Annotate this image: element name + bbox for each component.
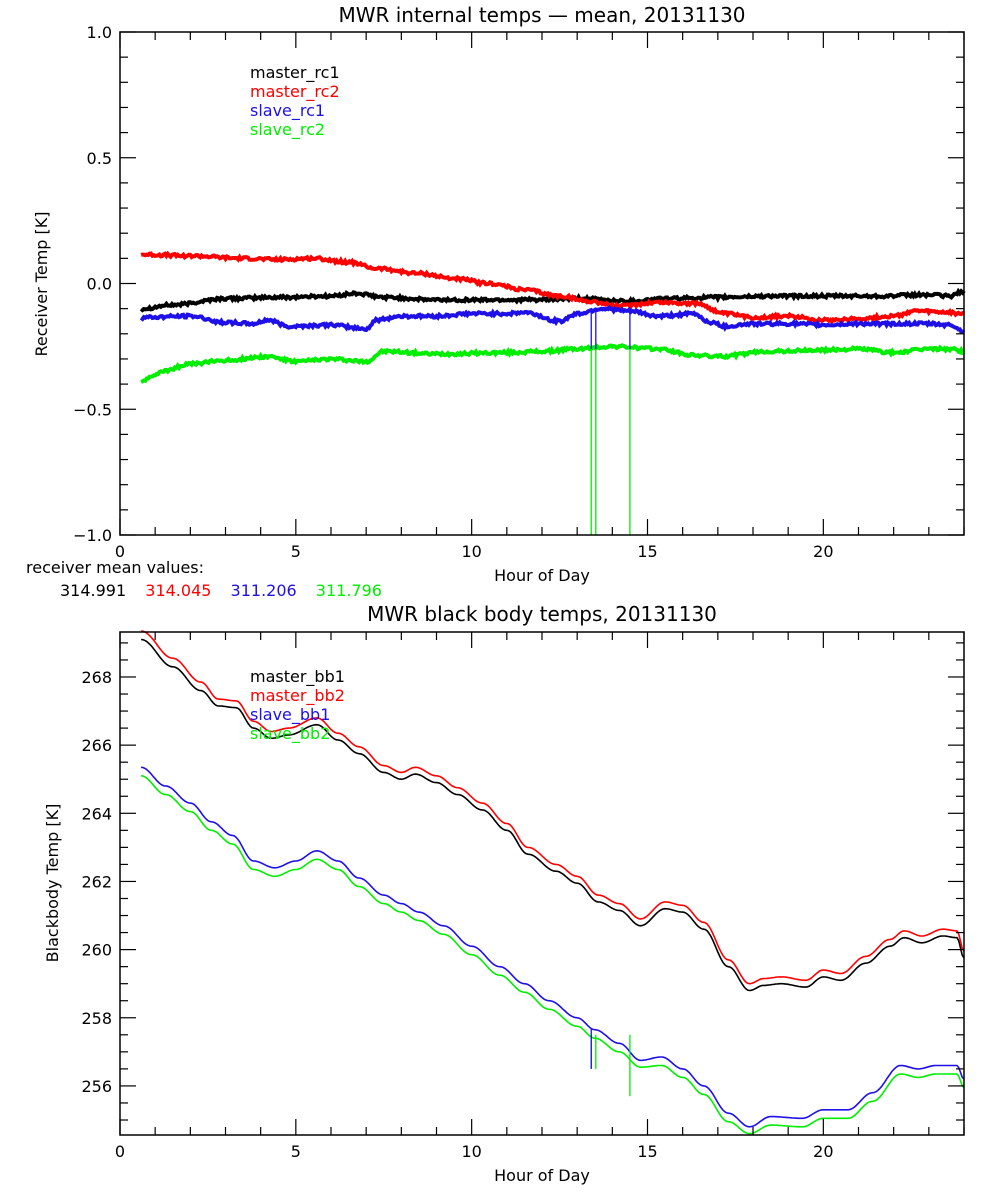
top-y-tick-label: −0.5	[73, 400, 112, 419]
top-x-tick-label: 5	[291, 542, 301, 561]
series-line-master-rc1	[139, 287, 966, 313]
bottom-x-tick-label: 20	[813, 1142, 833, 1161]
legend-entry-slave-rc2: slave_rc2	[250, 120, 325, 140]
top-y-tick-label: 0.0	[87, 275, 112, 294]
series-line-slave-rc2	[140, 343, 965, 384]
mean-value-slave-rc2: 311.796	[316, 581, 382, 600]
top-y-tick-label: −1.0	[73, 526, 112, 545]
legend-entry-master-bb2: master_bb2	[250, 686, 345, 706]
legend-entry-master-rc2: master_rc2	[250, 82, 340, 102]
top-y-tick-label: 0.5	[87, 149, 112, 168]
top-y-axis-label: Receiver Temp [K]	[32, 211, 51, 356]
series-line-slave-bb2	[141, 775, 965, 1135]
internal-temps-plot: MWR internal temps — mean, 20131130 Rece…	[32, 3, 966, 585]
series-line-slave-rc1	[139, 304, 966, 335]
bottom-x-tick-label: 0	[115, 1142, 125, 1161]
mean-value-slave-rc1: 311.206	[231, 581, 297, 600]
bottom-x-tick-label: 10	[461, 1142, 481, 1161]
bottom-x-axis-label: Hour of Day	[494, 1166, 590, 1185]
receiver-mean-label: receiver mean values:	[26, 558, 204, 577]
legend-entry-master-bb1: master_bb1	[250, 667, 345, 687]
bottom-x-tick-label: 15	[637, 1142, 657, 1161]
top-x-axis-label: Hour of Day	[494, 566, 590, 585]
bottom-plot-frame	[119, 631, 965, 1136]
legend-entry-slave-bb2: slave_bb2	[250, 724, 330, 744]
bottom-y-tick-label: 268	[81, 668, 112, 687]
series-line-master-bb2	[141, 630, 965, 985]
top-chart-title: MWR internal temps — mean, 20131130	[338, 3, 745, 27]
legend-entry-slave-bb1: slave_bb1	[250, 705, 330, 725]
bottom-chart-title: MWR black body temps, 20131130	[367, 602, 717, 626]
top-x-tick-label: 20	[813, 542, 833, 561]
bottom-y-axis-label: Blackbody Temp [K]	[43, 804, 62, 963]
bottom-y-tick-label: 262	[81, 872, 112, 891]
top-y-tick-label: 1.0	[87, 23, 112, 42]
mean-value-master-rc2: 314.045	[145, 581, 211, 600]
bottom-y-tick-label: 260	[81, 941, 112, 960]
legend-entry-master-rc1: master_rc1	[250, 63, 340, 83]
bottom-y-tick-label: 266	[81, 736, 112, 755]
series-line-master-rc2	[140, 250, 965, 325]
legend-entry-slave-rc1: slave_rc1	[250, 101, 325, 121]
mean-value-master-rc1: 314.991	[60, 581, 126, 600]
bottom-y-tick-label: 256	[81, 1077, 112, 1096]
series-line-master-bb1	[141, 638, 965, 992]
top-plot-frame	[119, 31, 965, 536]
receiver-mean-values-annotation: receiver mean values: 314.991 314.045 31…	[26, 558, 382, 600]
top-x-tick-label: 0	[115, 542, 125, 561]
series-line-slave-bb1	[141, 766, 965, 1128]
bottom-y-tick-label: 258	[81, 1009, 112, 1028]
bottom-x-tick-label: 5	[291, 1142, 301, 1161]
receiver-mean-values: 314.991 314.045 311.206 311.796	[60, 581, 382, 600]
top-x-tick-label: 10	[461, 542, 481, 561]
blackbody-temps-plot: MWR black body temps, 20131130 Blackbody…	[43, 602, 965, 1185]
top-x-tick-label: 15	[637, 542, 657, 561]
bottom-y-tick-label: 264	[81, 804, 112, 823]
